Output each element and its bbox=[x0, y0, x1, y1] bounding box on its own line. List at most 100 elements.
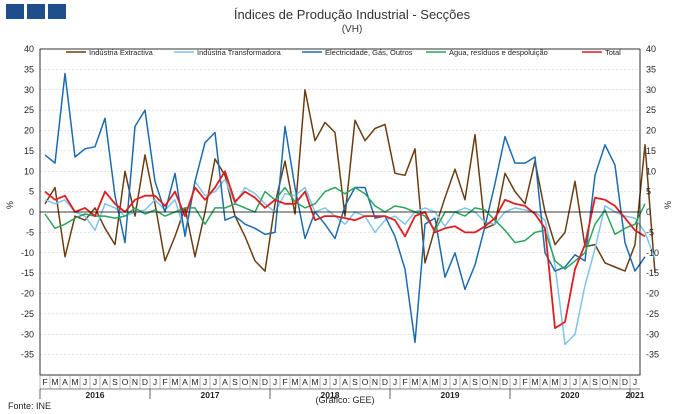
gridlines bbox=[40, 48, 640, 355]
legend-label: Indústria Transformadora bbox=[197, 48, 282, 57]
y-tick-label-right: 25 bbox=[646, 105, 656, 115]
y-tick-label-left: -25 bbox=[21, 309, 34, 319]
chart-subtitle: (VH) bbox=[342, 24, 363, 35]
month-label: A bbox=[62, 377, 68, 387]
y-tick-label-right: -5 bbox=[646, 227, 654, 237]
month-label: A bbox=[342, 377, 348, 387]
month-label: A bbox=[182, 377, 188, 387]
y-tick-label-right: -20 bbox=[646, 289, 659, 299]
y-tick-label-left: 40 bbox=[24, 44, 34, 54]
y-tick-label-right: -30 bbox=[646, 329, 659, 339]
legend-label: Água, resíduos e despoluição bbox=[449, 48, 548, 57]
month-label: F bbox=[402, 377, 407, 387]
y-tick-label-right: 0 bbox=[646, 207, 651, 217]
month-label: D bbox=[262, 377, 268, 387]
legend-label: Electricidade, Gás, Outros bbox=[325, 48, 413, 57]
month-label: N bbox=[492, 377, 498, 387]
month-label: D bbox=[502, 377, 508, 387]
y-tick-label-left: 25 bbox=[24, 105, 34, 115]
month-label: J bbox=[83, 377, 87, 387]
y-tick-label-left: -20 bbox=[21, 289, 34, 299]
month-label: S bbox=[352, 377, 358, 387]
y-tick-label-right: -10 bbox=[646, 248, 659, 258]
month-label: M bbox=[191, 377, 198, 387]
month-label: A bbox=[582, 377, 588, 387]
year-label: 2016 bbox=[86, 390, 105, 400]
month-label: J bbox=[213, 377, 217, 387]
series-line-total bbox=[44, 170, 646, 330]
y-tick-label-right: -15 bbox=[646, 268, 659, 278]
year-label: 2021 bbox=[626, 390, 645, 400]
y-tick-label-left: 35 bbox=[24, 64, 34, 74]
month-label: S bbox=[592, 377, 598, 387]
month-label: M bbox=[71, 377, 78, 387]
y-tick-label-right: 30 bbox=[646, 85, 656, 95]
month-label: O bbox=[602, 377, 609, 387]
y-tick-label-right: 20 bbox=[646, 126, 656, 136]
month-label: N bbox=[612, 377, 618, 387]
month-label: A bbox=[222, 377, 228, 387]
month-label: J bbox=[633, 377, 637, 387]
y-tick-label-left: 15 bbox=[24, 146, 34, 156]
y-tick-label-left: 10 bbox=[24, 166, 34, 176]
logo bbox=[6, 4, 66, 19]
month-label: D bbox=[382, 377, 388, 387]
month-label: M bbox=[531, 377, 538, 387]
month-label: N bbox=[252, 377, 258, 387]
month-label: A bbox=[102, 377, 108, 387]
month-label: F bbox=[162, 377, 167, 387]
source-note: Fonte: INE bbox=[8, 401, 51, 411]
y-tick-label-left: 30 bbox=[24, 85, 34, 95]
month-label: J bbox=[443, 377, 447, 387]
month-label: N bbox=[372, 377, 378, 387]
month-label: M bbox=[431, 377, 438, 387]
series-lines bbox=[44, 72, 656, 346]
month-label: J bbox=[153, 377, 157, 387]
chart-credit: (Gráfico: GEE) bbox=[315, 395, 374, 405]
month-label: N bbox=[132, 377, 138, 387]
month-label: F bbox=[42, 377, 47, 387]
legend-label: Total bbox=[605, 48, 621, 57]
y-tick-label-left: -10 bbox=[21, 248, 34, 258]
month-label: M bbox=[551, 377, 558, 387]
year-label: 2017 bbox=[201, 390, 220, 400]
month-label: O bbox=[242, 377, 249, 387]
year-label: 2020 bbox=[561, 390, 580, 400]
y-tick-label-left: 0 bbox=[29, 207, 34, 217]
month-label: J bbox=[393, 377, 397, 387]
y-tick-label-left: -5 bbox=[26, 227, 34, 237]
y-tick-label-left: -30 bbox=[21, 329, 34, 339]
month-label: M bbox=[51, 377, 58, 387]
y-tick-label-left: -35 bbox=[21, 350, 34, 360]
month-label: D bbox=[622, 377, 628, 387]
legend: Indústria Extractiva Indústria Transforma… bbox=[66, 48, 621, 57]
month-label: J bbox=[333, 377, 337, 387]
y-tick-label-left: 5 bbox=[29, 187, 34, 197]
month-label: J bbox=[513, 377, 517, 387]
month-label: A bbox=[422, 377, 428, 387]
chart-title: Índices de Produção Industrial - Secções bbox=[234, 7, 471, 22]
y-tick-label-left: -15 bbox=[21, 268, 34, 278]
month-label: O bbox=[362, 377, 369, 387]
month-label: O bbox=[122, 377, 129, 387]
y-tick-label-right: -35 bbox=[646, 350, 659, 360]
y-tick-label-right: 10 bbox=[646, 166, 656, 176]
y-tick-label-right: -25 bbox=[646, 309, 659, 319]
series-line-electricidade-g-s-outros bbox=[44, 72, 646, 344]
month-label: M bbox=[291, 377, 298, 387]
month-label: M bbox=[171, 377, 178, 387]
month-label: M bbox=[311, 377, 318, 387]
month-label: S bbox=[232, 377, 238, 387]
y-tick-label-right: 5 bbox=[646, 187, 651, 197]
series-line-ind-stria-extractiva bbox=[44, 89, 656, 274]
year-label: 2018 bbox=[321, 390, 340, 400]
month-label: J bbox=[203, 377, 207, 387]
month-label: J bbox=[273, 377, 277, 387]
y-tick-label-left: 20 bbox=[24, 126, 34, 136]
month-label: A bbox=[462, 377, 468, 387]
month-label: M bbox=[411, 377, 418, 387]
month-label: J bbox=[93, 377, 97, 387]
legend-label: Indústria Extractiva bbox=[89, 48, 154, 57]
month-label: S bbox=[112, 377, 118, 387]
